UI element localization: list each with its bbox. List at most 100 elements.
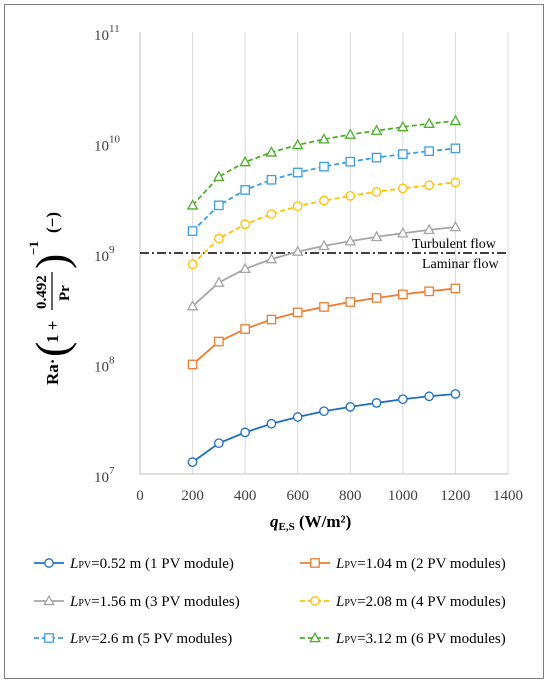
x-tick-label: 200 — [181, 488, 204, 504]
data-point — [291, 138, 304, 150]
y-label-one-plus: 1 + — [43, 321, 62, 343]
data-point — [398, 289, 408, 300]
data-point — [43, 594, 55, 606]
legend-item: LPV=1.04 m (2 PV modules) — [300, 556, 506, 572]
data-point — [187, 457, 198, 468]
legend-label: LPV=1.04 m (2 PV modules) — [335, 556, 506, 572]
turbulent-flow-label: Turbulent flow — [412, 237, 497, 252]
series-6 — [186, 114, 462, 210]
data-point — [345, 402, 356, 412]
data-point — [371, 398, 382, 408]
data-point — [423, 117, 435, 128]
data-point — [266, 209, 277, 219]
y-axis-label: Ra· ( 1 + 0.492 Pr ) −1 (−) — [26, 212, 77, 385]
data-point — [291, 245, 304, 256]
figure-frame — [4, 4, 544, 679]
y-tick-label: 109 — [94, 244, 115, 265]
data-point — [370, 230, 383, 242]
data-point — [397, 120, 409, 132]
data-point — [310, 596, 320, 606]
data-point — [292, 307, 303, 318]
series-line — [191, 147, 456, 232]
data-point — [345, 297, 356, 307]
y-tick-label: 1010 — [94, 134, 121, 155]
data-point — [292, 412, 303, 422]
data-point — [319, 161, 329, 172]
series-5 — [187, 143, 461, 236]
data-point — [240, 324, 250, 334]
data-point — [239, 262, 251, 274]
legend-label: LPV=3.12 m (6 PV modules) — [335, 631, 506, 647]
data-point — [214, 200, 224, 211]
data-point — [214, 438, 224, 449]
series-group — [186, 114, 462, 468]
data-point — [292, 167, 303, 178]
legend-label: LPV=1.56 m (3 PV modules) — [69, 594, 240, 610]
data-point — [450, 177, 461, 188]
data-point — [398, 183, 408, 194]
legend-label: LPV=0.52 m (1 PV module) — [69, 556, 234, 572]
data-point — [187, 226, 198, 236]
y-tick-label: 107 — [94, 465, 115, 486]
data-point — [424, 391, 434, 402]
x-label-unit: (W/m²) — [295, 512, 352, 531]
data-point — [398, 149, 408, 159]
data-point — [266, 174, 277, 185]
laminar-flow-label: Laminar flow — [422, 257, 499, 272]
y-tick-label: 1011 — [94, 23, 120, 44]
series-2 — [187, 283, 461, 370]
x-axis-label: qE,S (W/m²) — [270, 512, 351, 533]
legend-label: LPV=2.6 m (5 PV modules) — [69, 631, 232, 647]
data-point — [240, 219, 250, 230]
series-3 — [186, 220, 462, 311]
data-point — [423, 223, 435, 235]
y-label-prefix: Ra· — [43, 359, 62, 385]
y-label-power: −1 — [26, 241, 41, 255]
x-tick-label: 400 — [234, 488, 257, 504]
data-point — [398, 394, 408, 405]
legend-item: LPV=3.12 m (6 PV modules) — [300, 631, 506, 647]
data-point — [186, 199, 199, 210]
x-tick-label: 800 — [339, 488, 362, 504]
x-tick-label: 1400 — [493, 488, 523, 504]
data-point — [240, 185, 250, 195]
data-point — [265, 252, 278, 264]
data-point — [319, 406, 329, 417]
data-point — [424, 146, 434, 157]
y-label-unit: (−) — [43, 212, 62, 233]
data-point — [371, 293, 382, 303]
legend-label: LPV=2.08 m (4 PV modules) — [335, 594, 506, 610]
data-point — [213, 170, 225, 182]
data-point — [239, 155, 251, 167]
data-point — [44, 558, 54, 568]
legend: LPV=0.52 m (1 PV module) LPV=1.04 m (2 PV… — [34, 556, 506, 647]
data-point — [187, 259, 198, 270]
data-point — [345, 156, 356, 167]
data-point — [371, 152, 382, 163]
data-point — [424, 286, 434, 297]
legend-item: LPV=2.6 m (5 PV modules) — [34, 631, 232, 647]
data-point — [344, 128, 357, 139]
data-point — [370, 124, 383, 135]
data-point — [266, 418, 277, 429]
data-point — [44, 633, 54, 643]
data-point — [318, 239, 330, 251]
data-point — [309, 631, 321, 643]
data-point — [240, 427, 250, 438]
y-tick-label: 108 — [94, 355, 115, 376]
series-line — [192, 393, 456, 463]
x-tick-label: 600 — [286, 488, 309, 504]
data-point — [214, 233, 224, 244]
y-label-numerator: 0.492 — [34, 275, 50, 309]
legend-item: LPV=0.52 m (1 PV module) — [34, 556, 234, 572]
data-point — [450, 143, 461, 154]
x-tick-label: 0 — [136, 488, 144, 504]
data-point — [344, 234, 357, 246]
data-point — [310, 558, 320, 568]
x-tick-label: 1200 — [440, 488, 470, 504]
y-label-paren-close: ) — [26, 254, 77, 269]
y-label-denominator: Pr — [57, 285, 73, 301]
data-point — [292, 201, 303, 212]
data-point — [345, 190, 356, 201]
